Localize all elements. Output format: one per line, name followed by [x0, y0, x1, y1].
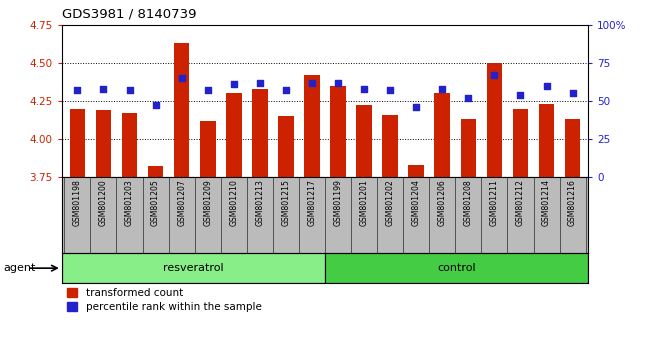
Bar — [356, 105, 372, 177]
Text: resveratrol: resveratrol — [163, 263, 224, 273]
Text: GSM801198: GSM801198 — [73, 179, 82, 226]
Point — [229, 81, 239, 87]
Text: GSM801199: GSM801199 — [333, 179, 343, 226]
Bar — [122, 113, 137, 177]
Point — [385, 87, 395, 93]
Point — [281, 87, 291, 93]
Text: GSM801204: GSM801204 — [411, 179, 421, 226]
Bar — [461, 119, 476, 177]
Point — [98, 86, 109, 92]
Bar — [96, 110, 111, 177]
Text: GSM801200: GSM801200 — [99, 179, 108, 226]
Bar — [226, 93, 242, 177]
Text: GSM801214: GSM801214 — [542, 179, 551, 226]
Legend: transformed count, percentile rank within the sample: transformed count, percentile rank withi… — [67, 289, 261, 312]
Bar — [70, 108, 85, 177]
Point — [150, 103, 161, 108]
Bar — [408, 165, 424, 177]
Point — [411, 104, 421, 110]
Text: GSM801202: GSM801202 — [385, 179, 395, 226]
Text: GSM801206: GSM801206 — [438, 179, 447, 226]
Bar — [487, 63, 502, 177]
Bar — [148, 166, 163, 177]
Bar — [174, 43, 189, 177]
Text: GSM801211: GSM801211 — [490, 179, 499, 226]
Bar — [252, 89, 268, 177]
Text: control: control — [437, 263, 476, 273]
Bar — [62, 253, 325, 283]
Text: GSM801212: GSM801212 — [516, 179, 525, 226]
Text: GSM801216: GSM801216 — [568, 179, 577, 226]
Text: GSM801213: GSM801213 — [255, 179, 265, 226]
Text: GSM801205: GSM801205 — [151, 179, 160, 226]
Bar — [382, 115, 398, 177]
Text: GSM801201: GSM801201 — [359, 179, 369, 226]
Point — [489, 72, 500, 78]
Text: GSM801207: GSM801207 — [177, 179, 186, 226]
Text: GSM801209: GSM801209 — [203, 179, 212, 226]
Point — [515, 92, 526, 98]
Bar — [434, 93, 450, 177]
Text: GSM801203: GSM801203 — [125, 179, 134, 226]
Point — [463, 95, 474, 101]
Text: GSM801215: GSM801215 — [281, 179, 291, 226]
Text: agent: agent — [3, 263, 36, 273]
Bar — [200, 121, 216, 177]
Point — [307, 80, 317, 85]
Point — [176, 75, 187, 81]
Bar — [330, 86, 346, 177]
Text: GSM801217: GSM801217 — [307, 179, 317, 226]
Point — [437, 86, 447, 92]
Text: GSM801208: GSM801208 — [464, 179, 473, 226]
Text: GDS3981 / 8140739: GDS3981 / 8140739 — [62, 7, 196, 20]
Bar — [565, 119, 580, 177]
Text: GSM801210: GSM801210 — [229, 179, 239, 226]
Bar — [278, 116, 294, 177]
Point — [541, 83, 552, 88]
Point — [203, 87, 213, 93]
Point — [124, 87, 135, 93]
Point — [567, 90, 578, 96]
Bar — [539, 104, 554, 177]
Point — [359, 86, 369, 92]
Point — [255, 80, 265, 85]
Point — [72, 87, 83, 93]
Bar — [513, 108, 528, 177]
Point — [333, 80, 343, 85]
Bar — [304, 75, 320, 177]
Bar — [325, 253, 588, 283]
